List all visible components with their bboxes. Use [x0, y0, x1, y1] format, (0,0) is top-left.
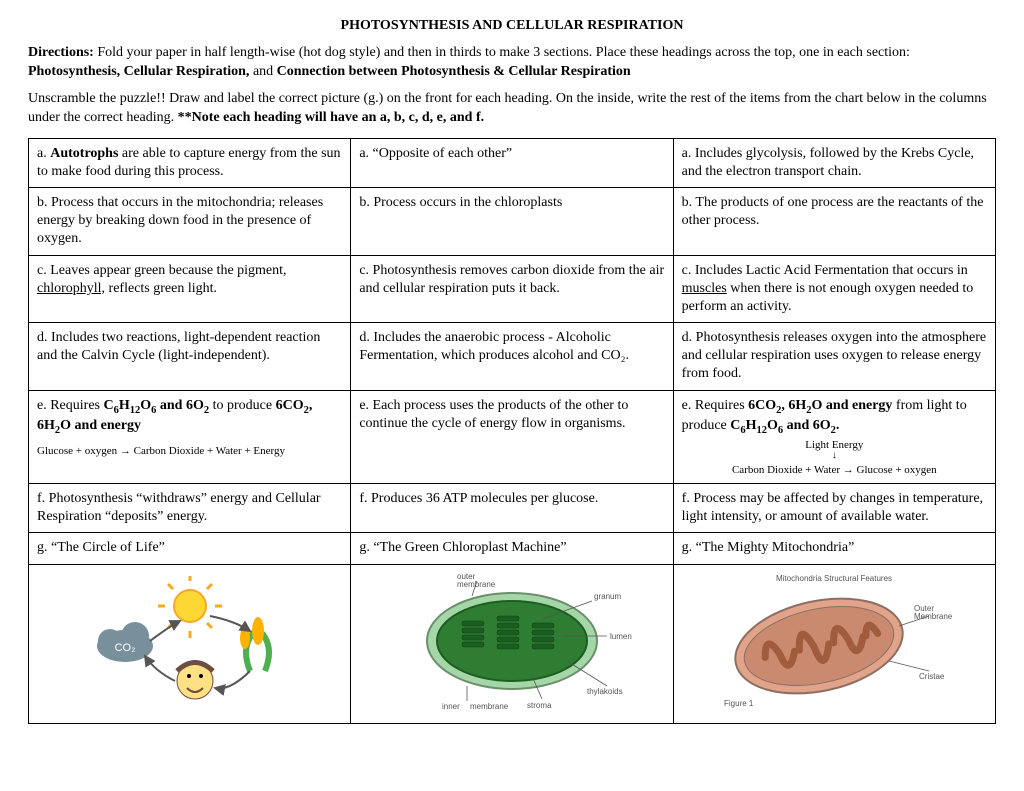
directions-bold-2: Connection between Photosynthesis & Cell… [277, 64, 631, 79]
svg-text:membrane: membrane [470, 702, 509, 711]
cell-e2: e. Each process uses the products of the… [351, 390, 673, 483]
cell-a2: a. “Opposite of each other” [351, 138, 673, 187]
cell-d2: d. Includes the anaerobic process - Alco… [351, 323, 673, 391]
svg-text:thylakoids: thylakoids [587, 687, 623, 696]
cell-img-2: outermembrane granum lumen innermembrane… [351, 564, 673, 723]
cell-f3: f. Process may be affected by changes in… [673, 484, 995, 533]
row-f: f. Photosynthesis “withdraws” energy and… [29, 484, 996, 533]
cell-c2: c. Photosynthesis removes carbon dioxide… [351, 255, 673, 323]
cell-f1: f. Photosynthesis “withdraws” energy and… [29, 484, 351, 533]
cell-a1: a. Autotrophs are able to capture energy… [29, 138, 351, 187]
cell-b3: b. The products of one process are the r… [673, 187, 995, 255]
directions-bold-1: Photosynthesis, Cellular Respiration, [28, 64, 253, 79]
directions-text-2: and [253, 64, 277, 79]
row-d: d. Includes two reactions, light-depende… [29, 323, 996, 391]
directions-line-1: Directions: Fold your paper in half leng… [28, 44, 996, 82]
co2-cloud-icon: CO₂ [97, 622, 153, 662]
row-b: b. Process that occurs in the mitochondr… [29, 187, 996, 255]
svg-text:stroma: stroma [527, 701, 552, 710]
cell-g2: g. “The Green Chloroplast Machine” [351, 533, 673, 564]
row-a: a. Autotrophs are able to capture energy… [29, 138, 996, 187]
cell-c1: c. Leaves appear green because the pigme… [29, 255, 351, 323]
svg-text:Figure 1: Figure 1 [724, 699, 754, 708]
person-icon [177, 662, 213, 699]
arrow-down-icon: ↓ [682, 452, 987, 460]
svg-text:granum: granum [594, 592, 621, 601]
row-e: e. Requires C6H12O6 and 6O2 to produce 6… [29, 390, 996, 483]
page-title: PHOTOSYNTHESIS AND CELLULAR RESPIRATION [28, 18, 996, 34]
directions-text-1: Fold your paper in half length-wise (hot… [97, 45, 910, 60]
corn-plant-icon [240, 617, 269, 671]
row-c: c. Leaves appear green because the pigme… [29, 255, 996, 323]
circle-of-life-diagram: CO₂ [80, 576, 300, 706]
equation-respiration: Glucose + oxygen → Carbon Dioxide + Wate… [37, 444, 342, 458]
row-images: CO₂ [29, 564, 996, 723]
chloroplast-diagram: outermembrane granum lumen innermembrane… [382, 571, 642, 711]
svg-text:Mitochondria Structural Featur: Mitochondria Structural Features [776, 574, 892, 583]
worksheet-table: a. Autotrophs are able to capture energy… [28, 138, 996, 724]
cell-d3: d. Photosynthesis releases oxygen into t… [673, 323, 995, 391]
cell-f2: f. Produces 36 ATP molecules per glucose… [351, 484, 673, 533]
equation-photosynthesis: Carbon Dioxide + Water → Glucose + oxyge… [682, 463, 987, 477]
directions2-bold: **Note each heading will have an a, b, c… [178, 110, 484, 125]
cell-b1: b. Process that occurs in the mitochondr… [29, 187, 351, 255]
cell-e1: e. Requires C6H12O6 and 6O2 to produce 6… [29, 390, 351, 483]
cell-c3: c. Includes Lactic Acid Fermentation tha… [673, 255, 995, 323]
cell-img-3: Mitochondria Structural Features OuterMe… [673, 564, 995, 723]
svg-text:CO₂: CO₂ [114, 642, 135, 654]
cell-g3: g. “The Mighty Mitochondria” [673, 533, 995, 564]
cell-a3: a. Includes glycolysis, followed by the … [673, 138, 995, 187]
cell-d1: d. Includes two reactions, light-depende… [29, 323, 351, 391]
svg-text:Membrane: Membrane [914, 612, 953, 621]
directions-line-2: Unscramble the puzzle!! Draw and label t… [28, 90, 996, 128]
cell-img-1: CO₂ [29, 564, 351, 723]
mitochondria-diagram: Mitochondria Structural Features OuterMe… [709, 571, 959, 711]
cell-b2: b. Process occurs in the chloroplasts [351, 187, 673, 255]
svg-text:lumen: lumen [610, 632, 632, 641]
row-g: g. “The Circle of Life” g. “The Green Ch… [29, 533, 996, 564]
directions2-text: Unscramble the puzzle!! Draw and label t… [28, 91, 987, 125]
cell-e3: e. Requires 6CO2, 6H2O and energy from l… [673, 390, 995, 483]
svg-text:inner: inner [442, 702, 460, 711]
svg-text:Cristae: Cristae [919, 672, 945, 681]
svg-text:membrane: membrane [457, 580, 496, 589]
directions-label: Directions: [28, 45, 94, 60]
cell-g1: g. “The Circle of Life” [29, 533, 351, 564]
